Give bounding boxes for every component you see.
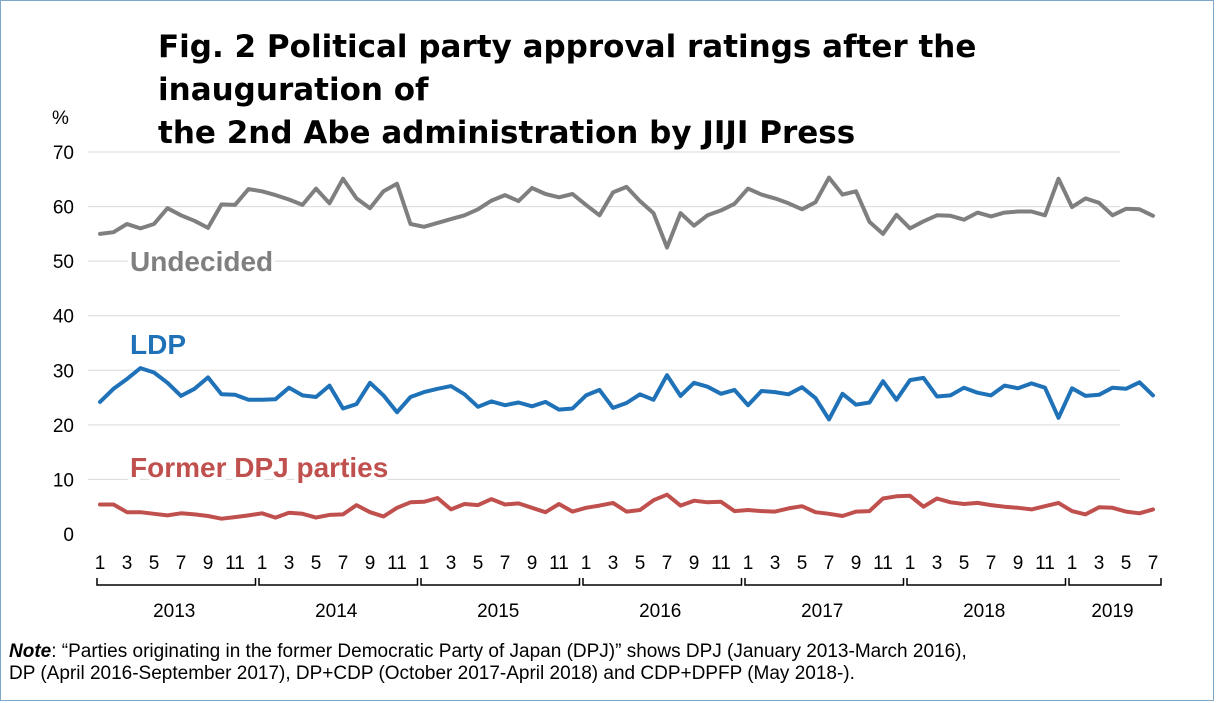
year-label: 2019: [1091, 601, 1133, 622]
x-tick-label: 11: [549, 553, 569, 574]
x-tick-label: 11: [873, 553, 893, 574]
year-label: 2013: [153, 601, 195, 622]
x-tick-label: 1: [95, 553, 106, 574]
x-tick-label: 9: [527, 553, 538, 574]
year-bracket: [744, 578, 905, 586]
year-label: 2016: [639, 601, 681, 622]
x-tick-label: 5: [473, 553, 484, 574]
x-tick-label: 11: [711, 553, 731, 574]
y-tick-label: 60: [53, 198, 74, 219]
x-tick-label: 7: [338, 553, 349, 574]
series-line: [98, 366, 1155, 422]
y-axis: 0 10 20 30 40 50 60 70%: [52, 108, 74, 546]
x-tick-label: 1: [743, 553, 754, 574]
series-lines: [98, 175, 1155, 521]
x-tick-label: 11: [387, 553, 407, 574]
x-tick-label: 5: [797, 553, 808, 574]
chart-title-line-1: Fig. 2 Political party approval ratings …: [158, 29, 977, 108]
x-tick-label: 5: [959, 553, 970, 574]
chart-title: Fig. 2 Political party approval ratings …: [158, 26, 1158, 155]
x-tick-label: 5: [311, 553, 322, 574]
x-tick-label: 9: [689, 553, 700, 574]
note-text-1: : “Parties originating in the former Dem…: [51, 641, 967, 662]
y-tick-label: 50: [53, 252, 74, 273]
y-tick-label: 10: [53, 470, 74, 491]
x-tick-label: 1: [905, 553, 916, 574]
x-tick-label: 9: [851, 553, 862, 574]
x-axis: 1 3 5 7 9 11 1 3 5 7 9 11 1 3 5 7 9 11 1 3 5 7 9 11 1 3 5 7 9 11 1 3 5 7 9…: [95, 553, 1162, 622]
x-tick-label: 3: [608, 553, 619, 574]
y-tick-label: 40: [53, 307, 74, 328]
x-tick-label: 7: [662, 553, 673, 574]
x-tick-label: 7: [500, 553, 511, 574]
x-tick-label: 5: [149, 553, 160, 574]
series-label: LDP: [130, 329, 186, 360]
x-tick-label: 5: [635, 553, 646, 574]
series-labels: Undecided LDP Former DPJ parties: [126, 242, 392, 487]
chart-note: Note: “Parties originating in the former…: [9, 641, 1209, 685]
y-axis-label: %: [52, 108, 69, 129]
year-label: 2014: [315, 601, 358, 622]
y-tick-label: 20: [53, 416, 74, 437]
year-bracket: [420, 578, 581, 586]
year-bracket: [258, 578, 419, 586]
year-label: 2018: [963, 601, 1005, 622]
x-tick-label: 1: [257, 553, 268, 574]
x-tick-label: 9: [203, 553, 214, 574]
series-line: [98, 492, 1155, 521]
x-tick-label: 5: [1121, 553, 1132, 574]
x-tick-label: 1: [419, 553, 430, 574]
x-tick-label: 1: [1067, 553, 1078, 574]
x-tick-label: 11: [1035, 553, 1055, 574]
x-tick-label: 1: [581, 553, 592, 574]
x-tick-label: 3: [1094, 553, 1105, 574]
y-tick-label: 70: [53, 143, 74, 164]
note-line-1: Note: “Parties originating in the former…: [9, 641, 1209, 663]
x-tick-label: 3: [446, 553, 457, 574]
series-label: Undecided: [130, 246, 273, 277]
year-bracket: [1068, 578, 1162, 586]
gridlines: [88, 151, 1120, 480]
note-line-2: DP (April 2016-September 2017), DP+CDP (…: [9, 663, 855, 684]
x-tick-label: 7: [986, 553, 997, 574]
year-label: 2017: [801, 601, 843, 622]
chart-title-line-2: the 2nd Abe administration by JIJI Press: [158, 115, 856, 151]
x-tick-label: 3: [932, 553, 943, 574]
x-tick-label: 3: [770, 553, 781, 574]
note-prefix: Note: [9, 641, 52, 662]
x-tick-label: 11: [225, 553, 245, 574]
x-tick-label: 7: [1148, 553, 1159, 574]
year-bracket: [906, 578, 1067, 586]
series-label: Former DPJ parties: [130, 452, 388, 483]
x-tick-label: 9: [365, 553, 376, 574]
series-line: [98, 175, 1155, 250]
year-label: 2015: [477, 601, 519, 622]
y-tick-label: 30: [53, 361, 74, 382]
x-tick-label: 3: [122, 553, 133, 574]
y-tick-label: 0: [63, 525, 74, 546]
x-tick-label: 7: [176, 553, 187, 574]
year-bracket: [582, 578, 743, 586]
x-tick-label: 7: [824, 553, 835, 574]
x-tick-label: 3: [284, 553, 295, 574]
year-bracket: [96, 578, 257, 586]
x-tick-label: 9: [1013, 553, 1024, 574]
